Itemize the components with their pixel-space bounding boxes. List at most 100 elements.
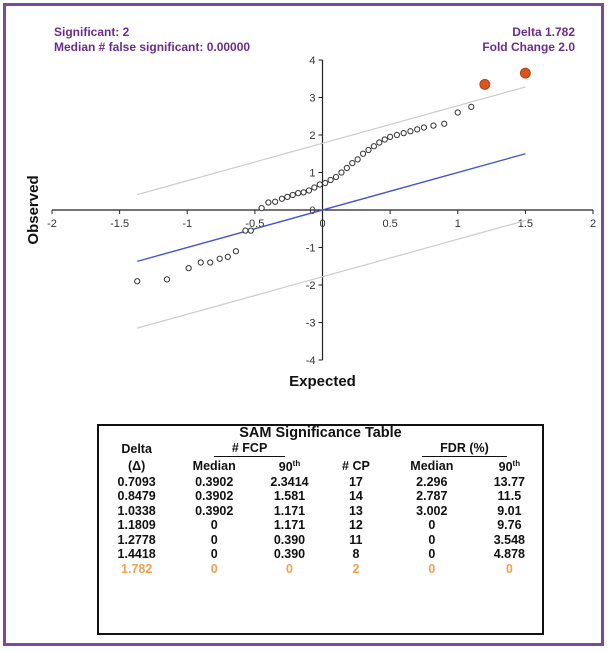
data-point	[207, 259, 214, 266]
cell-fdr-median: 0	[428, 547, 436, 562]
data-point	[272, 198, 279, 205]
cell-cp: 8	[352, 547, 360, 562]
y-tick-label: 4	[309, 55, 315, 67]
header-fdr: FDR (%)	[422, 441, 507, 457]
data-point	[185, 265, 192, 272]
cell-fdr-90th: 11.5	[497, 489, 522, 504]
sam-plot: -2 -1.5 -1 -0.5 0 0.5 1 1.5 2-4-3-2-101234Expect…	[25, 55, 596, 390]
data-point	[247, 227, 254, 234]
table-row-highlight: 1.782 0 0 2 0 0	[99, 562, 542, 577]
data-point	[316, 181, 323, 188]
cell-cp: 13	[348, 503, 363, 518]
data-point	[370, 143, 377, 150]
x-axis-label: Expected	[289, 373, 356, 390]
y-tick-label: 1	[309, 168, 315, 180]
cell-fdr-median: 0	[428, 518, 436, 533]
data-point	[338, 169, 345, 176]
cell-delta: 0.7093	[117, 474, 156, 489]
cell-cp: 17	[348, 474, 363, 489]
table-row: 1.0338 0.3902 1.171 13 3.002 9.01	[99, 504, 542, 519]
header-fcp: # FCP	[213, 441, 286, 457]
data-point	[134, 278, 141, 285]
cell-fdr-90th: 0	[505, 561, 513, 576]
x-tick-label: 1.5	[518, 218, 533, 230]
data-point	[468, 103, 475, 110]
y-axis-label: Observed	[25, 175, 42, 244]
data-point	[365, 146, 372, 154]
y-tick-label: 2	[309, 130, 315, 142]
data-point	[216, 255, 223, 262]
data-point	[322, 179, 329, 187]
cell-fcp-90th: 1.171	[273, 503, 306, 518]
cell-fcp-90th: 1.171	[273, 518, 306, 533]
cell-cp: 11	[349, 532, 363, 547]
table-row: 0.8479 0.3902 1.581 14 2.787 11.5	[99, 489, 542, 504]
cell-fcp-median: 0	[210, 547, 218, 562]
data-point	[242, 227, 249, 234]
data-point	[300, 189, 307, 196]
x-tick-label: 0	[319, 218, 325, 230]
data-point	[343, 164, 350, 172]
data-point	[258, 205, 265, 212]
cell-cp: 2	[352, 561, 360, 576]
cell-fcp-median: 0.3902	[195, 489, 234, 504]
data-point	[278, 195, 286, 202]
x-tick-label: 1	[455, 218, 461, 230]
fold-change-label: Fold Change 2.0	[482, 40, 575, 54]
y-tick-label: -3	[306, 318, 316, 330]
data-point	[284, 193, 291, 200]
cell-fcp-90th: 2.3414	[270, 474, 309, 489]
diagonal-line	[137, 153, 526, 263]
header-fcp-median: Median	[192, 458, 236, 473]
data-point	[407, 128, 414, 135]
x-tick-label: 2	[590, 218, 596, 230]
cell-fdr-90th: 9.76	[497, 518, 522, 533]
cell-cp: 12	[348, 518, 363, 533]
data-point	[265, 199, 272, 206]
table-row: 0.7093 0.3902 2.3414 17 2.296 13.77	[99, 475, 542, 490]
data-point	[327, 176, 334, 184]
data-point	[430, 122, 437, 129]
x-tick-label: -2	[47, 218, 57, 230]
significant-point	[519, 67, 531, 79]
header-fdr-90th: 90th	[498, 459, 521, 475]
y-tick-label: 0	[309, 205, 315, 217]
x-tick-label: -1.5	[110, 218, 129, 230]
cell-fdr-90th: 13.77	[493, 474, 525, 489]
cell-delta: 1.4418	[117, 547, 156, 562]
data-point	[163, 276, 171, 283]
significant-count-label: Significant: 2	[54, 25, 130, 39]
x-tick-label: -1	[182, 218, 192, 230]
header-cp: # CP	[342, 458, 370, 473]
data-point	[414, 126, 421, 133]
cell-fcp-median: 0	[210, 561, 218, 576]
upper-band-line	[137, 86, 526, 196]
header-delta: Delta	[121, 441, 152, 456]
cell-fcp-median: 0	[210, 518, 218, 533]
data-point	[393, 131, 400, 139]
data-point	[387, 133, 394, 140]
cell-fdr-90th: 4.878	[493, 547, 525, 562]
cell-cp: 14	[348, 489, 363, 504]
header-fdr-median: Median	[410, 458, 454, 473]
cell-fdr-median: 3.002	[416, 503, 448, 518]
cell-fcp-median: 0	[210, 532, 218, 547]
cell-fdr-median: 2.296	[416, 474, 448, 489]
cell-delta: 1.0338	[117, 503, 156, 518]
cell-delta: 1.2778	[117, 532, 156, 547]
cell-fdr-90th: 3.548	[493, 532, 525, 547]
cell-fcp-90th: 0.390	[273, 532, 306, 547]
cell-delta: 1.782	[121, 561, 153, 576]
cell-fdr-median: 0	[428, 561, 436, 576]
data-point	[420, 124, 428, 131]
data-point	[332, 173, 340, 181]
table-row: 1.1809 0 1.171 12 0 9.76	[99, 518, 542, 533]
data-point	[349, 160, 356, 167]
cell-fdr-90th: 9.01	[497, 503, 522, 518]
median-false-significant-label: Median # false significant: 0.00000	[54, 40, 251, 54]
y-tick-label: -2	[306, 280, 316, 292]
cell-delta: 1.1809	[117, 518, 156, 533]
data-point	[311, 184, 318, 191]
cell-fcp-90th: 0.390	[273, 547, 306, 562]
data-point	[197, 259, 204, 266]
